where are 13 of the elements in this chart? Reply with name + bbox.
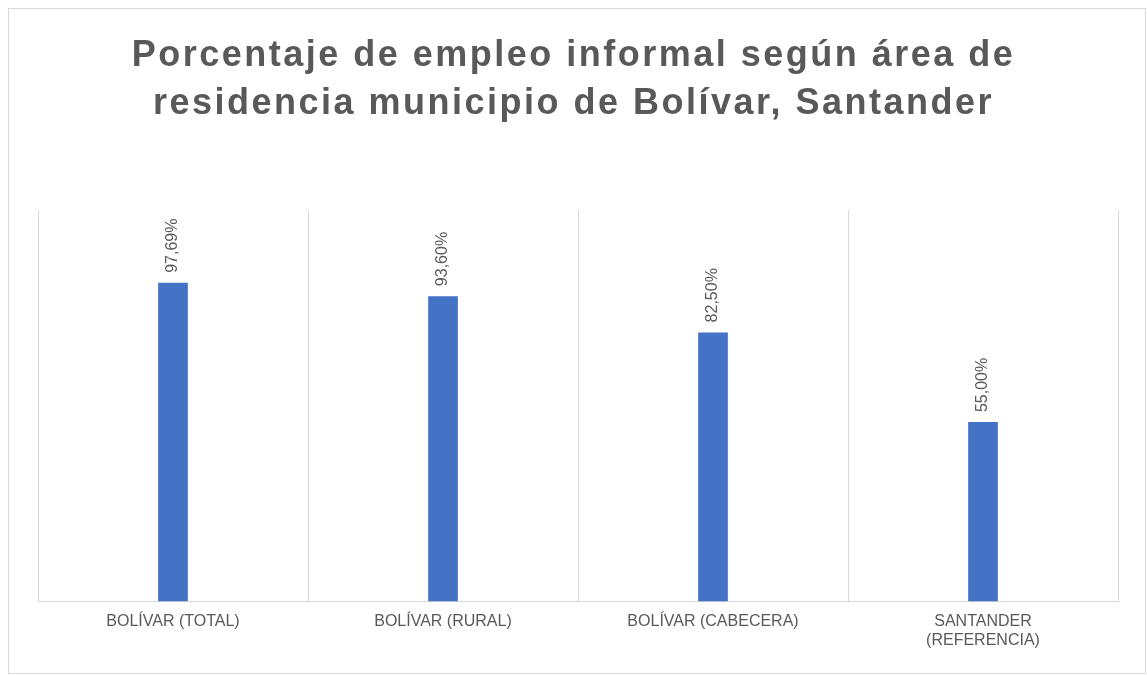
bar <box>158 282 188 602</box>
x-tick-label: BOLÍVAR (CABECERA) <box>627 610 799 629</box>
bar <box>428 296 458 602</box>
x-tick-label: SANTANDER (REFERENCIA) <box>926 611 1040 648</box>
data-label: 55,00% <box>973 357 991 413</box>
data-label: 97,69% <box>163 218 181 273</box>
bar <box>968 422 998 602</box>
x-tick-label: BOLÍVAR (TOTAL) <box>106 610 240 629</box>
x-tick-label: BOLÍVAR (RURAL) <box>374 610 512 629</box>
data-label: 93,60% <box>433 231 451 287</box>
chart-title: Porcentaje de empleo informal según área de residencia municipio de Bolívar, Santander <box>130 32 1017 124</box>
bar <box>698 332 728 602</box>
data-label: 82,50% <box>703 268 721 323</box>
